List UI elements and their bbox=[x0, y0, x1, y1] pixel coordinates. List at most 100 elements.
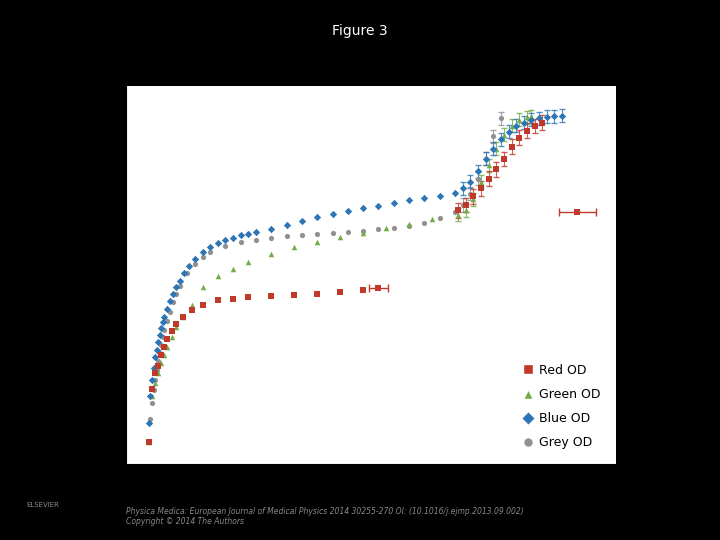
Text: Physica Medica: European Journal of Medical Physics 2014 30255-270 OI: (10.1016/: Physica Medica: European Journal of Medi… bbox=[126, 507, 523, 526]
Point bbox=[189, 255, 201, 264]
Point bbox=[505, 122, 517, 130]
Point bbox=[171, 320, 182, 328]
Point bbox=[251, 235, 262, 244]
Point bbox=[449, 188, 461, 197]
Point bbox=[449, 207, 461, 216]
Point bbox=[143, 437, 155, 446]
Point bbox=[243, 258, 254, 267]
Point bbox=[472, 167, 484, 176]
Point bbox=[174, 281, 185, 290]
Point bbox=[464, 177, 476, 186]
Legend: Red OD, Green OD, Blue OD, Grey OD: Red OD, Green OD, Blue OD, Grey OD bbox=[514, 355, 609, 458]
Point bbox=[475, 184, 487, 193]
Point bbox=[266, 225, 277, 233]
Point bbox=[557, 111, 568, 120]
Point bbox=[281, 220, 292, 229]
Point bbox=[149, 369, 161, 377]
Point bbox=[251, 228, 262, 237]
Point bbox=[357, 229, 369, 238]
Point bbox=[243, 230, 254, 238]
Point bbox=[549, 112, 560, 120]
Point bbox=[521, 113, 533, 122]
Point bbox=[480, 154, 491, 163]
Point bbox=[220, 236, 231, 245]
Point bbox=[212, 239, 224, 248]
Point bbox=[154, 348, 166, 357]
Point bbox=[388, 224, 400, 232]
Point bbox=[183, 262, 194, 271]
Point bbox=[158, 350, 170, 359]
Point bbox=[327, 210, 338, 219]
Point bbox=[161, 335, 173, 344]
Point bbox=[197, 253, 208, 261]
Point bbox=[235, 231, 246, 240]
Point bbox=[166, 333, 178, 342]
Point bbox=[228, 294, 239, 303]
Point bbox=[403, 221, 415, 230]
Point bbox=[148, 363, 159, 372]
Point bbox=[177, 312, 189, 321]
Point bbox=[161, 316, 173, 325]
Point bbox=[418, 193, 430, 202]
Point bbox=[357, 204, 369, 213]
Point bbox=[243, 293, 254, 302]
Point bbox=[327, 229, 338, 238]
Point bbox=[536, 118, 548, 127]
Point bbox=[452, 206, 464, 214]
Point bbox=[490, 144, 502, 153]
Point bbox=[204, 243, 216, 252]
Point bbox=[212, 296, 224, 305]
Point bbox=[312, 213, 323, 221]
Point bbox=[156, 324, 167, 333]
Point bbox=[460, 206, 472, 214]
Point bbox=[228, 233, 239, 242]
Point bbox=[158, 312, 170, 321]
Point bbox=[228, 264, 239, 273]
Point bbox=[161, 305, 173, 313]
Point bbox=[186, 300, 197, 309]
Point bbox=[513, 133, 525, 142]
Point bbox=[174, 276, 185, 285]
Point bbox=[467, 192, 479, 201]
Point bbox=[149, 379, 161, 387]
Point bbox=[181, 269, 193, 278]
Point bbox=[220, 241, 231, 250]
Point bbox=[342, 227, 354, 236]
Point bbox=[521, 126, 533, 135]
Point bbox=[518, 118, 529, 127]
Point bbox=[296, 231, 307, 239]
Point bbox=[434, 191, 446, 200]
Point bbox=[235, 238, 246, 246]
Text: ELSEVIER: ELSEVIER bbox=[27, 502, 60, 508]
Point bbox=[534, 114, 545, 123]
Point bbox=[177, 312, 189, 321]
Point bbox=[149, 376, 161, 384]
Point bbox=[186, 306, 197, 314]
Point bbox=[166, 327, 178, 335]
Point bbox=[165, 307, 176, 316]
Point bbox=[388, 199, 400, 207]
Point bbox=[452, 211, 464, 219]
Point bbox=[289, 243, 300, 252]
Point bbox=[266, 292, 277, 300]
Point bbox=[456, 184, 468, 193]
Point bbox=[156, 359, 167, 367]
Point bbox=[403, 219, 415, 228]
Point bbox=[487, 132, 499, 140]
X-axis label: Optical density: Optical density bbox=[312, 492, 430, 507]
Point bbox=[171, 289, 182, 298]
Point bbox=[146, 384, 158, 393]
Point bbox=[153, 357, 164, 366]
Point bbox=[472, 174, 484, 183]
Point bbox=[197, 248, 208, 256]
Point bbox=[495, 114, 507, 123]
Point bbox=[403, 196, 415, 205]
Point bbox=[168, 298, 179, 307]
Point bbox=[145, 392, 156, 401]
Point bbox=[373, 201, 384, 210]
Point bbox=[487, 144, 499, 153]
Point bbox=[143, 437, 155, 446]
Point bbox=[145, 415, 156, 423]
Point bbox=[373, 284, 384, 292]
Point bbox=[572, 207, 583, 216]
